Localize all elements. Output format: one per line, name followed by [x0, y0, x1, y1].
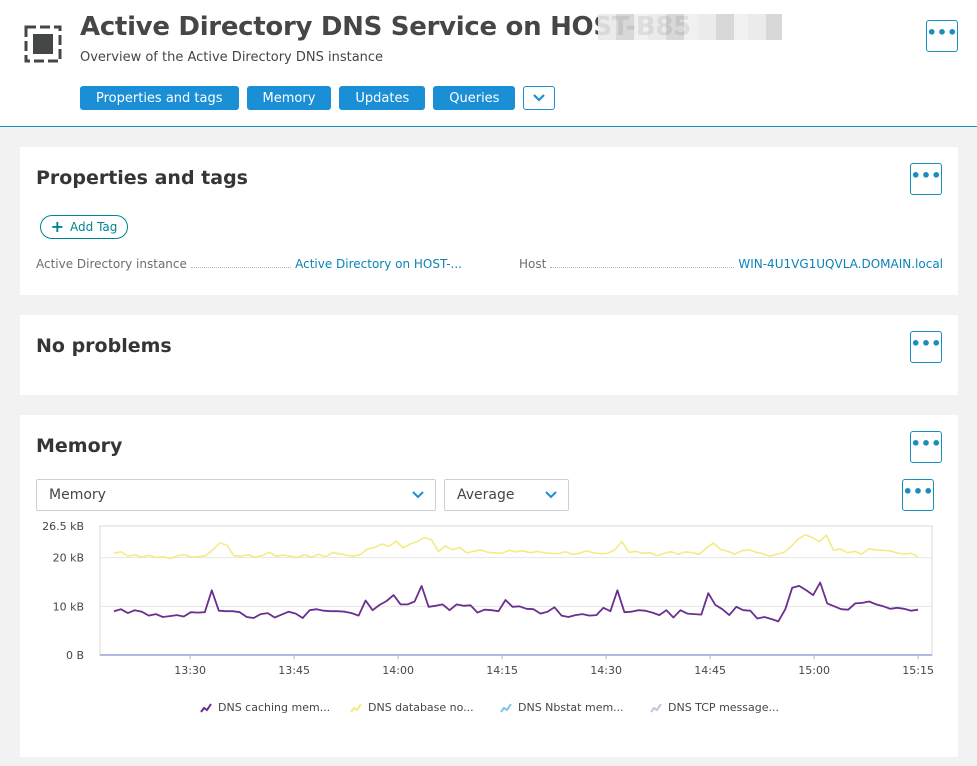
memory-card: Memory ••• Memory Average ••• 26.5 kB 20 … [20, 415, 958, 757]
series-line-icon-path [650, 702, 662, 713]
properties-card-title: Properties and tags [36, 167, 248, 189]
chart-legend: DNS caching mem... DNS database no... DNS … [20, 701, 958, 719]
x-tick-label: 14:45 [694, 664, 726, 677]
legend-item[interactable]: DNS TCP message... [650, 701, 779, 714]
legend-label: DNS caching mem... [218, 701, 331, 714]
more-dots-icon: ••• [902, 482, 934, 501]
metric-select[interactable]: Memory [36, 479, 436, 511]
more-dots-icon: ••• [910, 434, 942, 453]
nav-properties-button[interactable]: Properties and tags [80, 86, 239, 110]
property-label: Host [519, 257, 547, 271]
legend-item[interactable]: DNS database no... [350, 701, 474, 714]
series-line-icon [500, 702, 512, 713]
nav-memory-button[interactable]: Memory [246, 86, 332, 110]
property-row-host: Host WIN-4U1VG1UQVLA.DOMAIN.local [519, 257, 943, 273]
chevron-down-icon [533, 94, 546, 102]
legend-item[interactable]: DNS caching mem... [200, 701, 330, 714]
more-dots-icon: ••• [910, 334, 942, 353]
problems-card-title: No problems [36, 335, 172, 357]
redacted-hostname [598, 14, 782, 40]
chart-menu-button[interactable]: ••• [902, 479, 934, 511]
chevron-down-icon [545, 491, 557, 499]
nav-queries-button[interactable]: Queries [433, 86, 516, 110]
nav-more-button[interactable] [523, 86, 556, 110]
plus-icon: + [50, 216, 65, 236]
series-line-dns-caching-memory [113, 581, 919, 623]
property-leader [190, 258, 292, 268]
more-dots-icon: ••• [910, 166, 942, 185]
series-line-icon [200, 702, 212, 713]
page-subtitle: Overview of the Active Directory DNS ins… [80, 50, 384, 65]
y-tick-label: 0 B [66, 649, 84, 662]
x-tick-label: 14:00 [382, 664, 414, 677]
memory-chart: 26.5 kB 20 kB 10 kB 0 B 13:30 13:45 14:00 14:15… [42, 520, 934, 677]
series-line-icon [650, 702, 662, 713]
x-tick-label: 15:15 [902, 664, 934, 677]
metric-select-value: Memory [49, 487, 106, 503]
y-tick-label: 26.5 kB [42, 520, 84, 533]
property-value-link[interactable]: WIN-4U1VG1UQVLA.DOMAIN.local [738, 257, 943, 271]
problems-menu-button[interactable]: ••• [910, 331, 942, 363]
add-tag-button[interactable]: + Add Tag [40, 215, 128, 239]
y-tick-label: 10 kB [53, 600, 84, 613]
property-label: Active Directory instance [36, 257, 187, 271]
x-tick-label: 14:30 [590, 664, 622, 677]
active-directory-service-icon [24, 25, 62, 63]
section-nav: Properties and tags Memory Updates Queri… [80, 86, 556, 110]
property-value-link[interactable]: Active Directory on HOST-... [295, 257, 462, 271]
memory-card-title: Memory [36, 435, 123, 457]
property-row-ad-instance: Active Directory instance Active Directo… [36, 257, 462, 273]
page-header: Active Directory DNS Service on HOST-B85… [0, 0, 977, 127]
problems-card: No problems ••• [20, 315, 958, 395]
add-tag-label: Add Tag [70, 220, 118, 234]
series-line-icon [350, 702, 362, 713]
memory-menu-button[interactable]: ••• [910, 431, 942, 463]
properties-card: Properties and tags ••• + Add Tag Active… [20, 147, 958, 295]
aggregation-select-value: Average [457, 487, 515, 503]
legend-label: DNS TCP message... [668, 701, 779, 714]
aggregation-select[interactable]: Average [444, 479, 569, 511]
nav-updates-button[interactable]: Updates [339, 86, 426, 110]
x-tick-label: 14:15 [486, 664, 518, 677]
properties-menu-button[interactable]: ••• [910, 163, 942, 195]
x-tick-label: 13:30 [174, 664, 206, 677]
legend-label: DNS Nbstat mem... [518, 701, 624, 714]
x-tick-label: 13:45 [278, 664, 310, 677]
property-leader [550, 258, 735, 268]
legend-item[interactable]: DNS Nbstat mem... [500, 701, 624, 714]
series-line-icon-path [200, 702, 212, 713]
series-line-dns-database-nodes [113, 534, 919, 560]
page-title: Active Directory DNS Service on HOST-B85 [80, 12, 691, 42]
y-tick-label: 20 kB [53, 552, 84, 565]
series-line-icon-path [350, 702, 362, 713]
chevron-down-icon [412, 491, 424, 499]
series-line-icon-path [500, 702, 512, 713]
more-dots-icon: ••• [926, 23, 958, 42]
legend-label: DNS database no... [368, 701, 474, 714]
header-menu-button[interactable]: ••• [926, 20, 958, 52]
x-tick-label: 15:00 [798, 664, 830, 677]
